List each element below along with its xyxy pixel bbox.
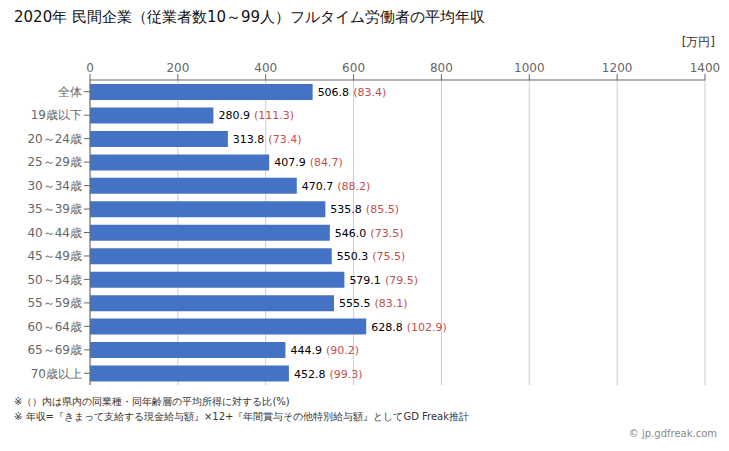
svg-text:50～54歳: 50～54歳	[27, 273, 82, 287]
svg-text:400: 400	[254, 61, 277, 75]
svg-text:200: 200	[166, 61, 189, 75]
svg-text:407.9(84.7): 407.9(84.7)	[274, 156, 343, 169]
svg-text:60～64歳: 60～64歳	[27, 320, 82, 334]
svg-text:35～39歳: 35～39歳	[27, 202, 82, 216]
svg-text:1400: 1400	[690, 61, 721, 75]
html-text:※（）内は県内の同業種・同年齢層の平均所得に対する比(%): ※（）内は県内の同業種・同年齢層の平均所得に対する比(%)	[14, 396, 290, 407]
svg-text:280.9(111.3): 280.9(111.3)	[218, 109, 294, 122]
svg-text:30～34歳: 30～34歳	[27, 179, 82, 193]
svg-text:444.9(90.2): 444.9(90.2)	[290, 344, 359, 357]
svg-text:313.8(73.4): 313.8(73.4)	[233, 132, 302, 145]
svg-text:55～59歳: 55～59歳	[27, 296, 82, 310]
svg-text:470.7(88.2): 470.7(88.2)	[302, 179, 371, 192]
svg-text:全体: 全体	[58, 85, 82, 99]
svg-text:70歳以上: 70歳以上	[31, 367, 82, 381]
svg-text:0: 0	[86, 61, 94, 75]
svg-text:1000: 1000	[514, 61, 545, 75]
svg-text:45～49歳: 45～49歳	[27, 249, 82, 263]
html-text:© jp.gdfreak.com: © jp.gdfreak.com	[628, 428, 717, 439]
svg-text:579.1(79.5): 579.1(79.5)	[349, 273, 418, 286]
svg-text:550.3(75.5): 550.3(75.5)	[337, 250, 406, 263]
svg-text:452.8(99.3): 452.8(99.3)	[294, 367, 363, 380]
svg-text:25～29歳: 25～29歳	[27, 155, 82, 169]
svg-text:535.8(85.5): 535.8(85.5)	[330, 203, 399, 216]
svg-text:506.8(83.4): 506.8(83.4)	[318, 86, 387, 99]
svg-text:19歳以下: 19歳以下	[31, 108, 82, 122]
svg-text:65～69歳: 65～69歳	[27, 343, 82, 357]
svg-text:555.5(83.1): 555.5(83.1)	[339, 297, 408, 310]
svg-text:40～44歳: 40～44歳	[27, 226, 82, 240]
html-text:2020年 民間企業（従業者数10～99人）フルタイム労働者: 2020年 民間企業（従業者数10～99人）フルタイム労働者の平均年収	[14, 8, 486, 26]
svg-text:1200: 1200	[602, 61, 633, 75]
html-text:※ 年収=『きまって支給する現金給与額』×12+『年間賞与そ: ※ 年収=『きまって支給する現金給与額』×12+『年間賞与その他特別給与額』とし…	[14, 411, 469, 422]
svg-text:600: 600	[342, 61, 365, 75]
svg-text:20～24歳: 20～24歳	[27, 132, 82, 146]
html-text:[万円]: [万円]	[681, 35, 715, 49]
svg-text:546.0(73.5): 546.0(73.5)	[335, 226, 404, 239]
svg-text:800: 800	[430, 61, 453, 75]
svg-text:628.8(102.9): 628.8(102.9)	[371, 320, 447, 333]
